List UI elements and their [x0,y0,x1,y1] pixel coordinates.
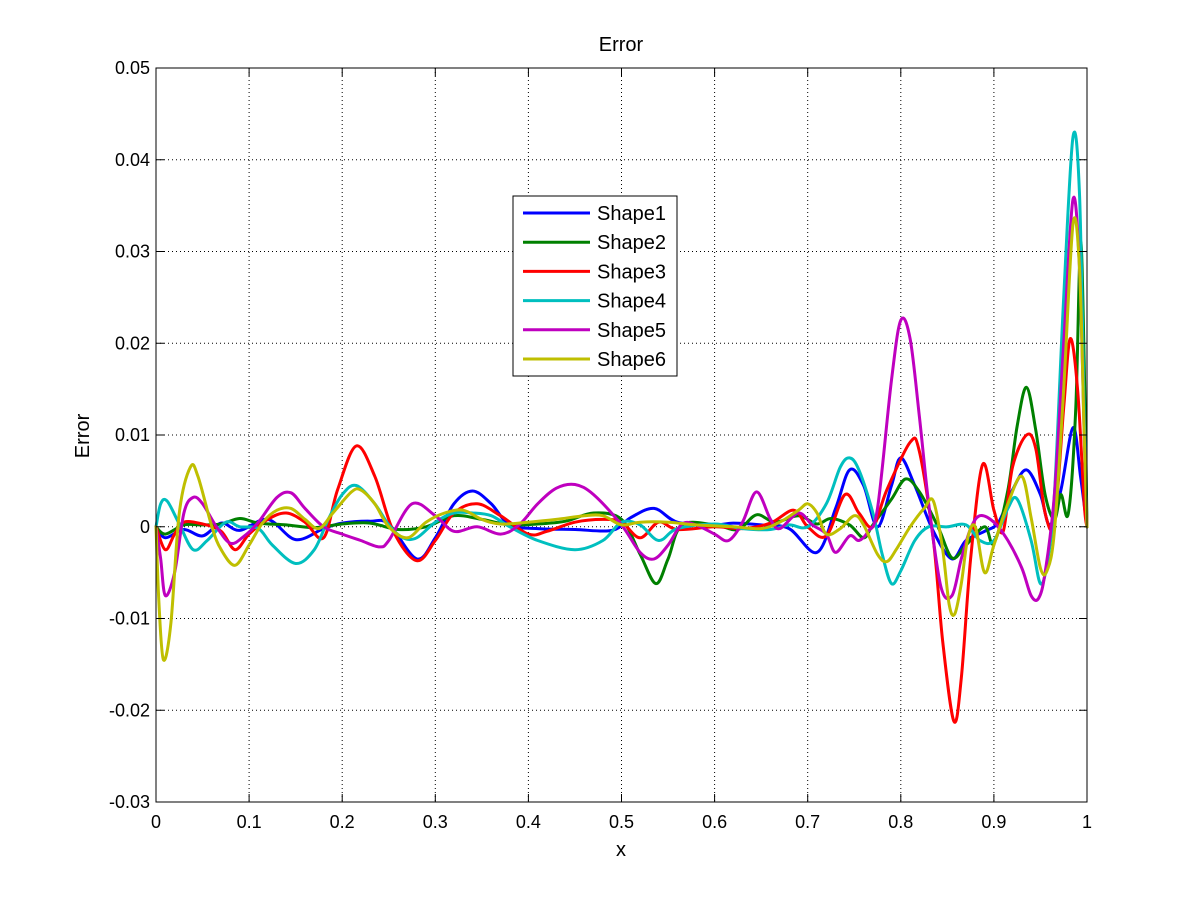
x-tick-label: 0.2 [330,812,355,832]
y-tick-label: 0.04 [115,150,150,170]
y-tick-label: -0.02 [109,700,150,720]
series-line-shape6 [154,216,1089,662]
x-tick-label: 0 [151,812,161,832]
y-tick-label: 0.02 [115,333,150,353]
legend-label-shape2: Shape2 [597,232,666,254]
chart-title: Error [599,34,644,56]
x-tick-label: 1 [1082,812,1092,832]
legend-label-shape6: Shape6 [597,349,666,371]
x-tick-label: 0.1 [237,812,262,832]
legend-label-shape1: Shape1 [597,203,666,225]
y-tick-label: 0.03 [115,242,150,262]
legend-box [512,195,678,377]
x-tick-label: 0.6 [702,812,727,832]
series-line-shape5 [154,195,1089,602]
legend-label-shape4: Shape4 [597,291,666,313]
series-lines [154,130,1089,724]
x-axis-label: x [616,839,626,861]
y-tick-label: -0.01 [109,609,150,629]
y-tick-label: 0.05 [115,58,150,78]
axis-ticks: 0 0.1 0.2 0.3 0.4 0.5 0.6 0.7 0.8 0.9 1 -0.03 -0.02 -… [109,58,1092,832]
legend-label-shape5: Shape5 [597,320,666,342]
x-tick-label: 0.9 [981,812,1006,832]
x-tick-label: 0.5 [609,812,634,832]
y-tick-label: 0.01 [115,425,150,445]
x-tick-label: 0.4 [516,812,541,832]
y-axis-label: Error [72,413,94,458]
x-tick-label: 0.7 [795,812,820,832]
y-tick-label: -0.03 [109,792,150,812]
y-tick-label: 0 [140,517,150,537]
x-tick-label: 0.8 [888,812,913,832]
legend: Shape1 Shape2 Shape3 Shape4 Shape5 Shape6 [512,195,678,377]
series-line-shape4 [154,130,1089,586]
plot-area [156,68,1087,802]
x-tick-label: 0.3 [423,812,448,832]
legend-label-shape3: Shape3 [597,261,666,283]
